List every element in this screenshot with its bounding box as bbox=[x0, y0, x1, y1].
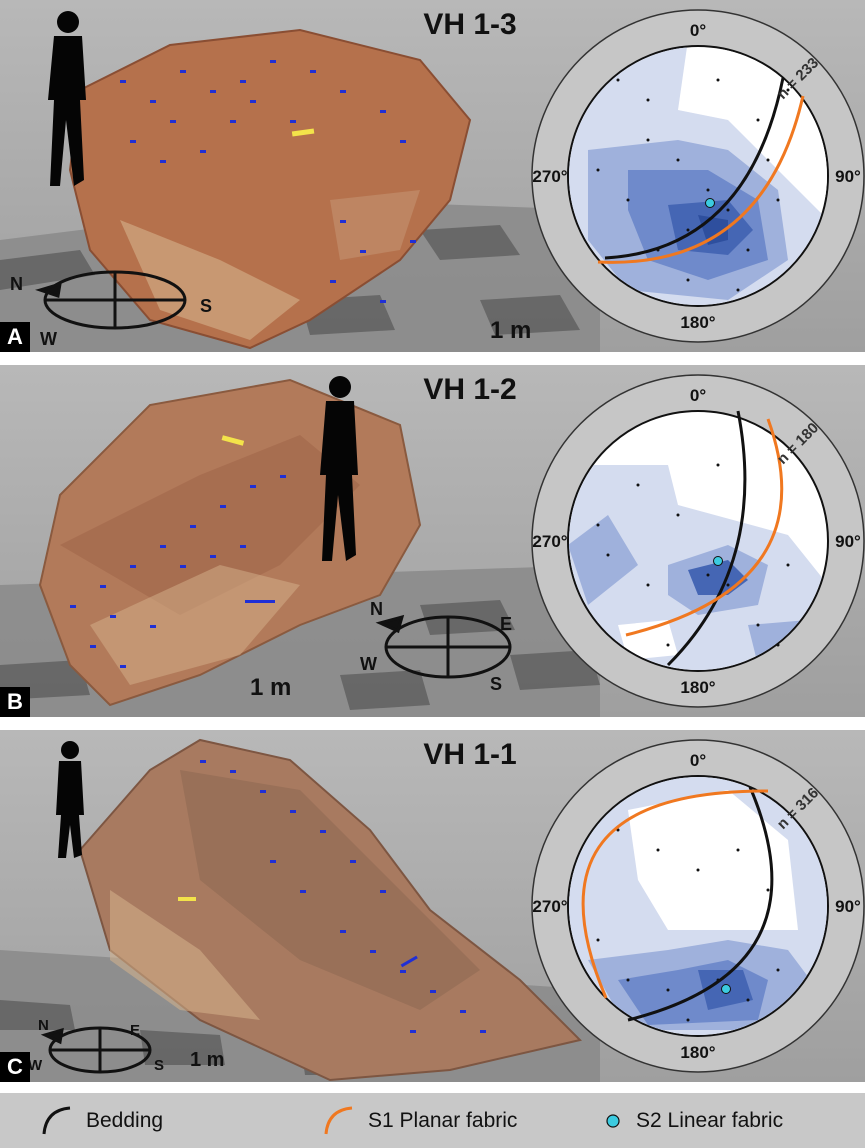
panel-b: N E W S 1 m VH 1-2 B 0° 90° 180° 270° bbox=[0, 365, 865, 717]
angle-90: 90° bbox=[835, 897, 861, 916]
stereonet: 0° 90° 180° 270° n = 180 bbox=[531, 374, 865, 708]
scale-label: 1 m bbox=[190, 1049, 224, 1071]
s2-point-icon bbox=[606, 1113, 620, 1128]
bedding-great-circle bbox=[666, 410, 747, 667]
legend-label-s1: S1 Planar fabric bbox=[368, 1108, 518, 1132]
outcrop-model-scene: N W S 1 m bbox=[0, 11, 600, 352]
angle-0: 0° bbox=[690, 386, 706, 405]
compass-south-label: S bbox=[490, 674, 502, 694]
human-scale-silhouette bbox=[48, 11, 86, 186]
s1-arc-icon bbox=[324, 1106, 353, 1134]
angle-90: 90° bbox=[835, 532, 861, 551]
s2-linear-fabric-point bbox=[721, 984, 731, 994]
panel-letter: C bbox=[0, 1052, 30, 1082]
angle-0: 0° bbox=[690, 21, 706, 40]
outcrop-model-scene: N E W S 1 m bbox=[0, 376, 600, 717]
fabric-measurements bbox=[200, 760, 486, 1033]
legend-label-bedding: Bedding bbox=[86, 1108, 164, 1132]
fabric-measurements bbox=[70, 475, 286, 668]
s1-planar-fabric-great-circle bbox=[581, 789, 769, 999]
compass-north-label: N bbox=[10, 274, 23, 294]
legend-item-s2: S2 Linear fabric bbox=[602, 1093, 783, 1148]
panel-title: VH 1-3 bbox=[423, 8, 517, 41]
legend-label-s2: S2 Linear fabric bbox=[636, 1108, 784, 1132]
angle-270: 270° bbox=[532, 167, 567, 186]
panel-letter: A bbox=[0, 322, 30, 352]
compass-rose bbox=[375, 614, 512, 679]
bedding-arc-icon bbox=[42, 1106, 71, 1134]
density-contours bbox=[569, 777, 827, 1035]
panel-title: VH 1-2 bbox=[423, 373, 517, 406]
angle-180: 180° bbox=[680, 1043, 715, 1062]
panel-title: VH 1-1 bbox=[423, 738, 517, 771]
panel-c: N E W S 1 m VH 1-1 C 0° 90° 180° 270° bbox=[0, 730, 865, 1082]
stereonet: 0° 90° 180° 270° n = 233 bbox=[531, 9, 865, 343]
density-contours bbox=[569, 465, 827, 670]
human-scale-silhouette bbox=[56, 741, 84, 858]
panel-letter: B bbox=[0, 687, 30, 717]
pole-points bbox=[596, 78, 790, 292]
pole-points bbox=[596, 463, 790, 647]
s1-planar-fabric-great-circle bbox=[625, 418, 784, 637]
angle-0: 0° bbox=[690, 751, 706, 770]
legend-item-s1: S1 Planar fabric bbox=[322, 1093, 517, 1148]
s1-planar-fabric-great-circle bbox=[597, 95, 805, 264]
human-scale-silhouette bbox=[320, 376, 358, 561]
compass-north-label: N bbox=[370, 599, 383, 619]
bedding-great-circle bbox=[604, 77, 785, 260]
compass-rose bbox=[40, 1026, 152, 1074]
compass-west-label: W bbox=[40, 329, 57, 349]
angle-90: 90° bbox=[835, 167, 861, 186]
legend: Bedding S1 Planar fabric S2 Linear fabri… bbox=[0, 1093, 865, 1148]
bedding-great-circle bbox=[627, 786, 774, 1022]
compass-east-label: E bbox=[130, 1022, 140, 1039]
angle-270: 270° bbox=[532, 897, 567, 916]
stereonet: 0° 90° 180° 270° n = 316 bbox=[531, 739, 865, 1073]
compass-south-label: S bbox=[154, 1057, 164, 1074]
angle-180: 180° bbox=[680, 313, 715, 332]
scale-label: 1 m bbox=[250, 674, 291, 701]
panel-a: N W S 1 m VH 1-3 A 0° 90° 180° bbox=[0, 0, 865, 352]
compass-south-label: S bbox=[200, 296, 212, 316]
angle-180: 180° bbox=[680, 678, 715, 697]
outcrop-model-scene: N E W S 1 m bbox=[0, 738, 600, 1082]
s2-linear-fabric-point bbox=[713, 556, 723, 566]
fabric-measurements bbox=[120, 60, 416, 303]
scale-label: 1 m bbox=[490, 317, 531, 344]
compass-east-label: E bbox=[500, 614, 512, 634]
compass-north-label: N bbox=[38, 1017, 49, 1034]
compass-west-label: W bbox=[28, 1057, 43, 1074]
compass-west-label: W bbox=[360, 654, 377, 674]
angle-270: 270° bbox=[532, 532, 567, 551]
compass-rose bbox=[35, 270, 187, 330]
s2-linear-fabric-point bbox=[705, 198, 715, 208]
legend-item-bedding: Bedding bbox=[40, 1093, 163, 1148]
